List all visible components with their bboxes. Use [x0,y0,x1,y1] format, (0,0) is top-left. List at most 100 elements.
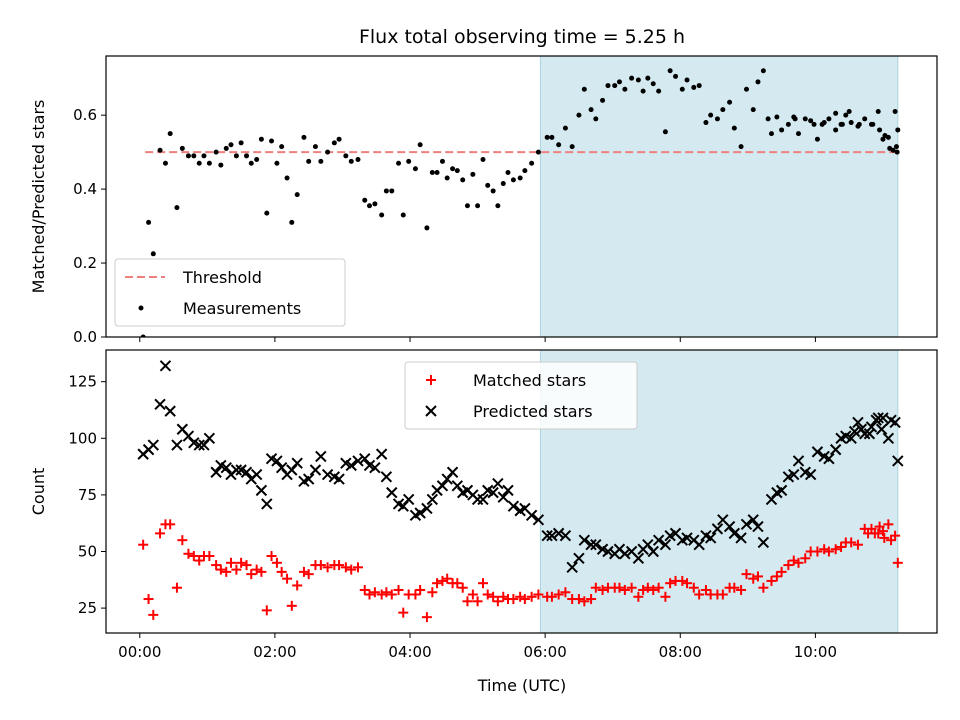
cross-bar [497,491,509,503]
matched-star-point [256,566,267,577]
measurement-point [765,116,771,122]
matched-star-point [415,584,426,595]
measurement-point [892,108,898,114]
measurement-point [196,160,202,166]
matched-star-point [241,560,252,571]
predicted-star-point [359,452,371,465]
cross-bar [882,432,895,445]
matched-star-point [823,546,834,557]
cross-bar [386,486,398,499]
matched-star-point [477,578,488,589]
measurement-point [882,132,888,138]
cross-bar [735,532,747,544]
matched-star-point [553,589,564,600]
matched-star-point [590,582,601,593]
matched-star-point [292,580,303,591]
measurement-point [605,83,611,89]
measurement-point [862,116,868,122]
predicted-star-point [210,466,222,478]
matched-star-point [231,564,242,575]
measurement-point [826,116,832,122]
cross-bar [818,450,830,463]
matched-star-point [177,535,188,546]
matched-star-point [221,566,232,577]
predicted-star-point [792,455,805,467]
cross-bar [863,428,876,440]
matched-star-point [788,555,799,566]
panel2-frame [105,349,938,634]
matched-star-point [376,589,387,600]
measurement-point [517,175,523,181]
measurement-point [750,107,756,113]
cross-bar [889,416,901,429]
matched-star-point [359,584,370,595]
predicted-star-point [321,468,334,481]
panel2-y-axis-label: Count [29,468,48,516]
predicted-star-point [154,398,166,411]
measurement-point [616,79,622,85]
cross-bar [265,452,278,465]
predicted-star-point [559,529,572,542]
panel2-data [137,360,904,623]
measurement-point [895,127,901,133]
measurement-point [650,81,656,87]
measurement-point [522,168,528,174]
predicted-star-point [525,509,538,521]
matched-star-point [303,569,314,580]
matched-star-point [665,578,676,589]
cross-bar [717,514,729,526]
matched-star-point [586,594,597,605]
cross-bar [552,527,565,540]
measurement-point [312,144,318,150]
measurement-point [284,175,290,181]
matched-star-point [883,519,894,530]
predicted-star-point [240,466,253,478]
measurement-point [201,153,207,159]
matched-star-point [836,541,847,552]
measurement-point [708,112,714,118]
cross-bar [261,498,273,510]
cross-bar [573,552,585,564]
cross-bar [804,468,817,481]
measurement-point [743,86,749,92]
cross-bar [870,414,882,426]
cross-bar [855,423,868,435]
predicted-star-point [752,520,764,533]
measurement-point [814,136,820,142]
cross-bar [840,430,852,442]
matched-star-point [215,564,226,575]
cross-bar [596,543,609,555]
panel1-y-tick-label: 0.2 [73,254,97,272]
predicted-star-point [602,545,614,558]
measurement-point [140,334,146,337]
predicted-star-point [681,532,693,544]
measurement-point [480,157,486,163]
predicted-star-point [735,532,747,544]
measurement-point [811,121,817,127]
measurement-point [819,121,825,127]
measurement-point [875,108,881,114]
measurement-point [569,144,575,150]
predicted-star-point [375,448,388,460]
cross-bar [752,520,764,533]
measurement-point [760,68,766,74]
cross-bar [757,536,770,549]
cross-bar [632,552,645,564]
cross-bar [203,432,216,445]
predicted-star-point [380,471,393,483]
panel1-data [140,68,901,337]
cross-bar [352,455,364,467]
panel2-y-tick-label: 125 [68,373,97,391]
matched-star-point [653,582,664,593]
matched-star-point [830,544,841,555]
predicted-star-point [659,538,672,551]
cross-bar [271,455,283,467]
matched-star-point [766,575,777,586]
predicted-star-point [426,493,439,506]
measurement-point [396,160,402,166]
measurement-point [505,169,511,175]
matched-star-point [457,582,468,593]
measurement-point [174,205,180,211]
measurement-point [731,125,737,131]
matched-star-point [251,564,262,575]
